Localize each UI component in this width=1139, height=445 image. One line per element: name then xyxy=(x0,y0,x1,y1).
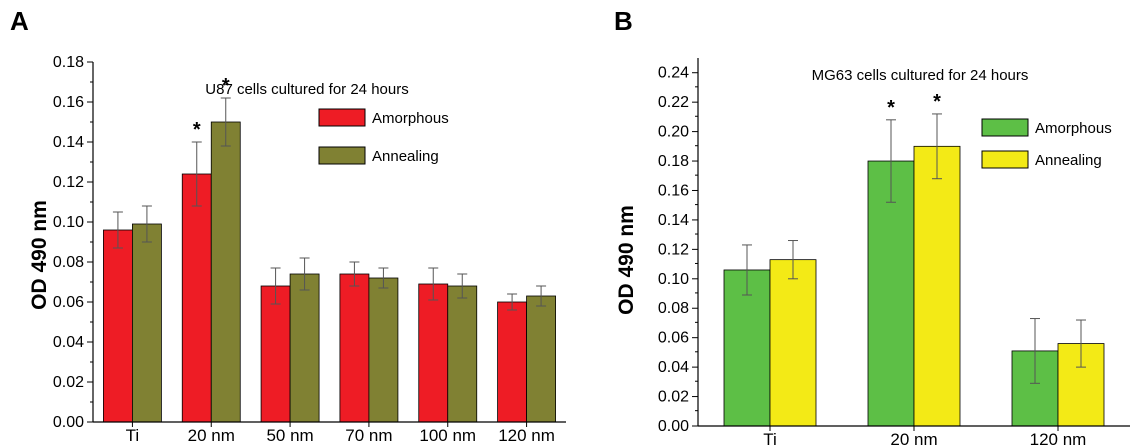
y-tick-label-b-9: 0.18 xyxy=(658,153,689,170)
bar-a-s0-c2 xyxy=(260,285,291,423)
y-tick-label-a-1: 0.02 xyxy=(53,374,84,391)
x-tick-label-b-0: Ti xyxy=(763,430,777,445)
y-tick-label-a-2: 0.04 xyxy=(53,334,84,351)
chart-panel-a: A OD 490 nm U87 cells cultured for 24 ho… xyxy=(10,6,566,445)
bar-a-s0-c0 xyxy=(103,229,133,423)
y-tick-label-b-1: 0.02 xyxy=(658,389,689,406)
y-tick-label-a-6: 0.12 xyxy=(53,174,84,191)
legend-swatch-amorphous-b xyxy=(981,118,1029,137)
bar-b-s1-c1 xyxy=(913,145,961,427)
panel-letter-b: B xyxy=(614,6,633,36)
annotation-b: MG63 cells cultured for 24 hours xyxy=(812,67,1029,84)
y-tick-label-a-5: 0.10 xyxy=(53,214,84,231)
x-tick-label-a-5: 120 nm xyxy=(498,426,555,445)
y-tick-label-b-10: 0.20 xyxy=(658,124,689,141)
significance-mark-a-1: * xyxy=(222,75,230,97)
bar-b-s0-c0 xyxy=(723,269,771,427)
legend-label-amorphous-a: Amorphous xyxy=(372,110,449,127)
legend-label-annealing-b: Annealing xyxy=(1035,152,1102,169)
legend-swatch-annealing-b xyxy=(981,150,1029,169)
bar-a-s1-c1 xyxy=(210,121,241,423)
significance-mark-b-1: * xyxy=(933,91,941,113)
annotation-a: U87 cells cultured for 24 hours xyxy=(205,81,408,98)
legend-label-annealing-a: Annealing xyxy=(372,148,439,165)
x-tick-label-b-2: 120 nm xyxy=(1030,430,1087,445)
significance-mark-b-0: * xyxy=(887,97,895,119)
y-tick-label-b-4: 0.08 xyxy=(658,300,689,317)
y-tick-label-a-3: 0.06 xyxy=(53,294,84,311)
panel-letter-a: A xyxy=(10,6,29,36)
y-axis-label-b: OD 490 nm xyxy=(615,205,638,315)
bar-b-s1-c0 xyxy=(769,259,817,427)
y-tick-label-b-0: 0.00 xyxy=(658,418,689,435)
bar-a-s0-c3 xyxy=(339,273,370,423)
y-tick-label-b-7: 0.14 xyxy=(658,212,689,229)
y-tick-label-b-8: 0.16 xyxy=(658,182,689,199)
bar-a-s1-c0 xyxy=(132,223,162,423)
y-tick-label-b-11: 0.22 xyxy=(658,94,689,111)
x-tick-label-a-0: Ti xyxy=(126,426,140,445)
bar-a-s1-c5 xyxy=(526,295,556,423)
x-tick-label-a-1: 20 nm xyxy=(188,426,235,445)
y-tick-label-a-0: 0.00 xyxy=(53,414,84,431)
bar-a-s0-c5 xyxy=(497,301,527,423)
legend-swatch-annealing-a xyxy=(318,146,366,165)
x-tick-label-b-1: 20 nm xyxy=(890,430,937,445)
y-tick-label-b-12: 0.24 xyxy=(658,65,689,82)
bar-a-s1-c2 xyxy=(289,273,320,423)
x-tick-label-a-2: 50 nm xyxy=(266,426,313,445)
y-tick-label-a-8: 0.16 xyxy=(53,94,84,111)
y-tick-label-b-2: 0.04 xyxy=(658,359,689,376)
bar-a-s1-c4 xyxy=(447,285,478,423)
chart-panel-b: B OD 490 nm MG63 cells cultured for 24 h… xyxy=(614,6,1130,445)
x-tick-label-a-4: 100 nm xyxy=(419,426,476,445)
y-tick-label-a-9: 0.18 xyxy=(53,54,84,71)
y-axis-label-a: OD 490 nm xyxy=(28,200,51,310)
bar-a-s1-c3 xyxy=(368,277,399,423)
y-tick-label-a-7: 0.14 xyxy=(53,134,84,151)
y-tick-label-a-4: 0.08 xyxy=(53,254,84,271)
legend-label-amorphous-b: Amorphous xyxy=(1035,120,1112,137)
y-tick-label-b-3: 0.06 xyxy=(658,330,689,347)
significance-mark-a-0: * xyxy=(193,119,201,141)
y-tick-label-b-6: 0.12 xyxy=(658,241,689,258)
bar-a-s0-c1 xyxy=(181,173,212,423)
x-tick-label-a-3: 70 nm xyxy=(345,426,392,445)
bar-a-s0-c4 xyxy=(418,283,449,423)
y-tick-label-b-5: 0.10 xyxy=(658,271,689,288)
legend-swatch-amorphous-a xyxy=(318,108,366,127)
